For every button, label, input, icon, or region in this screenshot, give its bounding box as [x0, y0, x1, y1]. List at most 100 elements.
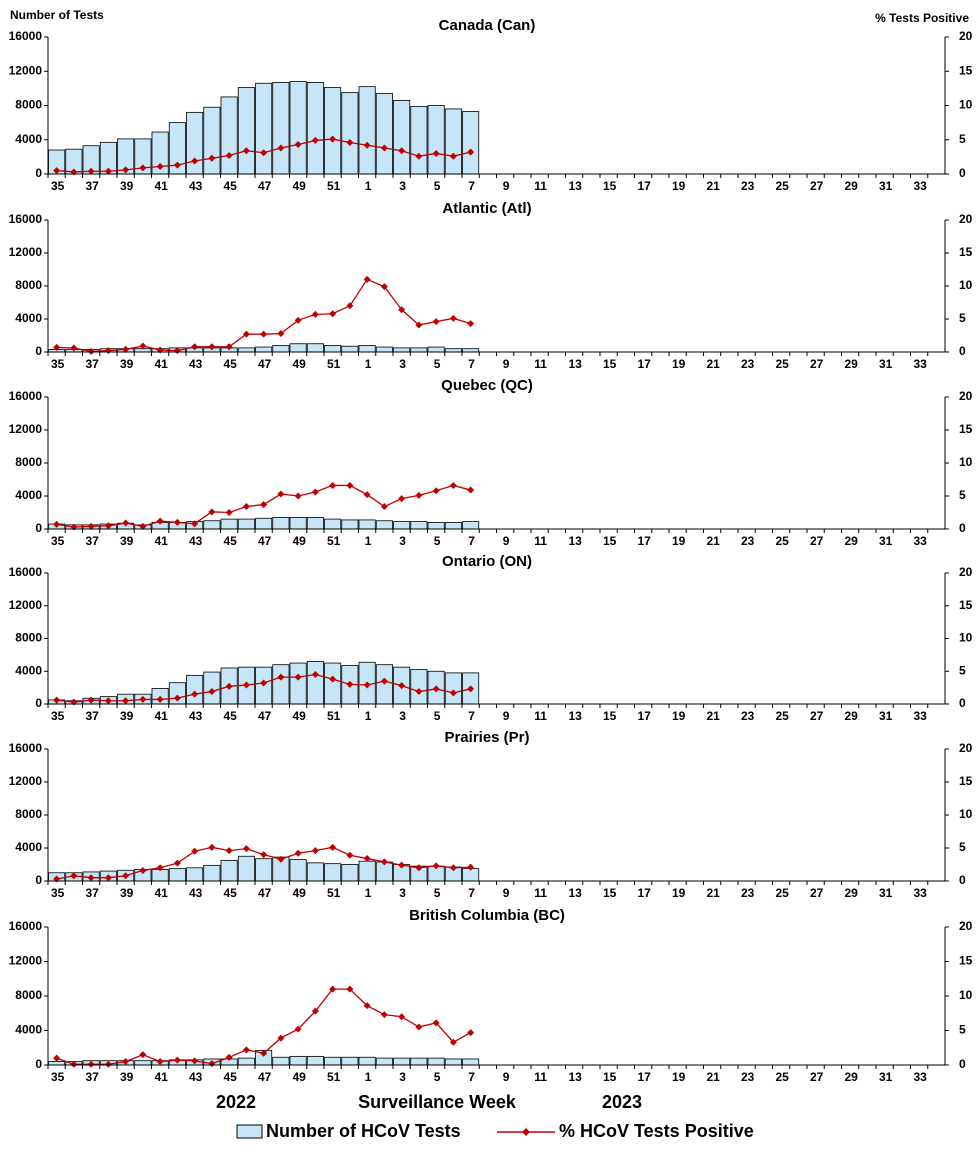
y-tick-label: 8000 [15, 988, 42, 1002]
y2-tick-label: 20 [959, 29, 973, 43]
line-marker [53, 1054, 61, 1062]
x-tick-label: 33 [913, 534, 927, 548]
bar [237, 1057, 255, 1066]
bar [324, 518, 342, 530]
x-tick-label: 35 [51, 1070, 65, 1084]
y-tick-label: 12000 [9, 954, 43, 968]
y2-tick-label: 15 [959, 63, 973, 77]
x-tick-label: 31 [879, 709, 893, 723]
x-tick-label: 37 [85, 357, 99, 371]
bar [306, 862, 324, 882]
line-marker [380, 503, 388, 511]
y-tick-label: 16000 [9, 212, 43, 226]
x-tick-label: 15 [603, 709, 617, 723]
line-marker [87, 167, 95, 175]
legend-label: Number of HCoV Tests [266, 1121, 461, 1141]
line-marker [104, 697, 112, 705]
x-tick-label: 41 [154, 709, 168, 723]
x-tick-label: 3 [399, 886, 406, 900]
x-tick-label: 5 [434, 886, 441, 900]
x-tick-label: 47 [258, 179, 272, 193]
x-tick-label: 25 [775, 357, 789, 371]
line-marker [208, 154, 216, 162]
line-marker [104, 1060, 112, 1068]
x-tick-label: 43 [189, 886, 203, 900]
x-tick-label: 29 [844, 886, 858, 900]
x-tick-label: 49 [292, 1070, 306, 1084]
bar [255, 517, 273, 530]
line-marker [467, 320, 475, 328]
line-marker [156, 1058, 164, 1066]
bar [255, 346, 273, 353]
bar [341, 1056, 359, 1066]
bar [427, 1057, 445, 1066]
bar [306, 661, 324, 705]
line-marker [432, 318, 440, 326]
y-tick-label: 4000 [15, 311, 42, 325]
y-tick-label: 12000 [9, 598, 43, 612]
y2-tick-label: 10 [959, 98, 973, 112]
line-marker [87, 1060, 95, 1068]
x-tick-label: 19 [672, 709, 686, 723]
x-tick-label: 11 [534, 179, 547, 193]
line-marker [432, 1019, 440, 1027]
x-tick-label: 47 [258, 1070, 272, 1084]
x-axis-label: Surveillance Week [358, 1092, 517, 1112]
x-tick-label: 19 [672, 886, 686, 900]
line-marker [191, 343, 199, 351]
x-tick-label: 19 [672, 179, 686, 193]
line-marker [432, 862, 440, 870]
line-marker [70, 872, 78, 880]
line-marker [53, 343, 61, 351]
y2-tick-label: 10 [959, 278, 973, 292]
x-tick-label: 11 [534, 1070, 547, 1084]
line-marker [173, 161, 181, 169]
y2-tick-label: 0 [959, 1057, 966, 1071]
y2-tick-label: 10 [959, 455, 973, 469]
x-tick-label: 15 [603, 534, 617, 548]
bar [375, 520, 393, 530]
x-tick-label: 21 [706, 1070, 720, 1084]
line-marker [415, 491, 423, 499]
x-tick-label: 27 [810, 357, 824, 371]
line-marker [311, 671, 319, 679]
line-marker [432, 149, 440, 157]
line-marker [242, 1046, 250, 1054]
x-tick-label: 51 [327, 709, 341, 723]
line-marker [122, 697, 130, 705]
x-tick-label: 23 [741, 1070, 755, 1084]
bar [237, 87, 255, 175]
bar [462, 1058, 480, 1066]
y-tick-label: 4000 [15, 1023, 42, 1037]
x-tick-label: 29 [844, 179, 858, 193]
x-tick-label: 7 [468, 886, 475, 900]
bar [324, 662, 342, 705]
x-tick-label: 21 [706, 179, 720, 193]
line-marker [363, 141, 371, 149]
line-marker [104, 522, 112, 530]
line-marker [87, 874, 95, 882]
bar [48, 1061, 66, 1066]
y-tick-label: 4000 [15, 663, 42, 677]
y2-tick-label: 20 [959, 565, 973, 579]
line-marker [311, 310, 319, 318]
line-marker [432, 685, 440, 693]
x-tick-label: 39 [120, 357, 134, 371]
line-marker [329, 675, 337, 683]
line-marker [156, 517, 164, 525]
bar [358, 344, 376, 353]
x-tick-label: 49 [292, 357, 306, 371]
y2-tick-label: 15 [959, 598, 973, 612]
x-tick-label: 7 [468, 1070, 475, 1084]
y2-tick-label: 15 [959, 774, 973, 788]
x-tick-label: 33 [913, 179, 927, 193]
line-marker [156, 695, 164, 703]
bar [462, 111, 480, 175]
x-tick-label: 47 [258, 886, 272, 900]
line [56, 278, 471, 352]
bar [186, 111, 204, 175]
bar [358, 519, 376, 530]
bar [186, 674, 204, 705]
line-marker [173, 518, 181, 526]
y-tick-label: 0 [35, 873, 42, 887]
